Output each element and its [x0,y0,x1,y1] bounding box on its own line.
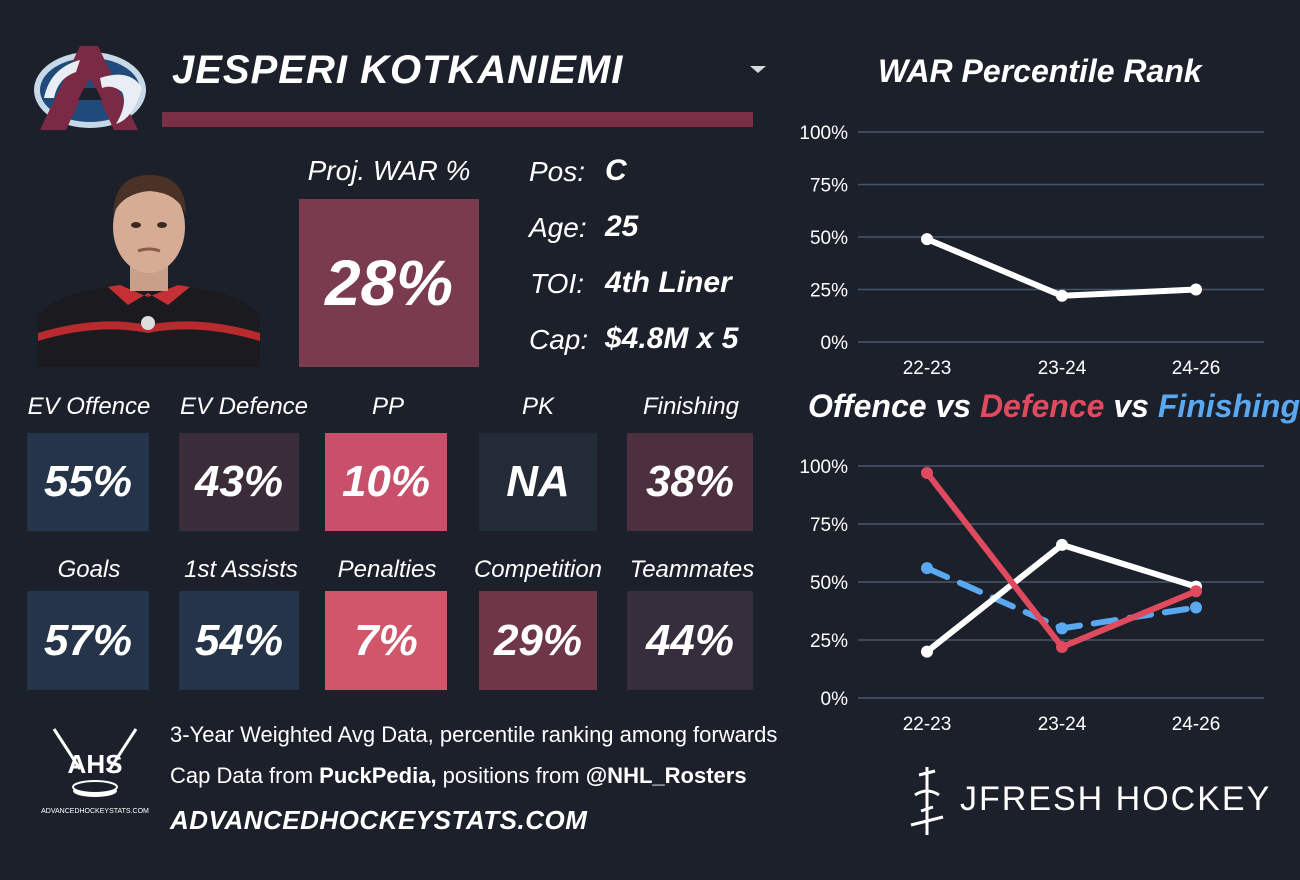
ev-offence-label: EV Offence [27,393,151,420]
ev-offence-value: 55% [27,433,149,531]
name-underline [162,112,753,127]
data-point [1190,601,1202,614]
pk-value: NA [479,433,597,531]
y-tick-label: 25% [810,631,848,652]
y-tick-label: 50% [810,573,848,594]
x-tick-label: 23-24 [1038,358,1087,379]
data-point [1056,622,1068,635]
footer-line1: 3-Year Weighted Avg Data, percentile ran… [170,722,778,747]
y-tick-label: 50% [810,228,848,249]
chart2-title-defence: Defence [979,388,1105,424]
competition-label: Competition [473,556,603,583]
cap-label: Cap: [529,324,589,355]
competition-value: 29% [479,591,597,690]
y-tick-label: 75% [810,176,848,197]
ahs-logo-text: AHS [68,749,123,779]
y-tick-label: 0% [821,689,849,710]
jfresh-brand: JFRESH HOCKEY [960,780,1272,818]
series-line-0 [924,236,1199,299]
finishing-value: 38% [627,433,753,531]
footer-url-link[interactable]: ADVANCEDHOCKEYSTATS.COM [170,805,588,835]
x-tick-label: 22-23 [903,358,952,379]
teammates-value: 44% [627,591,753,690]
teammates-label: Teammates [629,556,755,583]
chart1-title: WAR Percentile Rank [878,53,1202,89]
ev-defence-value: 43% [179,433,299,531]
data-point [1056,640,1068,653]
toi-value: 4th Liner [605,266,732,299]
x-tick-label: 24-26 [1172,358,1221,379]
x-tick-label: 23-24 [1038,714,1087,735]
toi-label: TOI: [530,268,584,299]
proj-war-value: 28% [299,199,479,367]
finishing-label: Finishing [642,393,740,420]
age-label: Age: [529,212,587,243]
data-point [921,233,933,246]
player-name: JESPERI KOTKANIEMI [172,48,624,92]
chart2-title-finishing: Finishing [1157,388,1300,424]
offence-defence-finishing-chart: 100% 75% 50% 25% 0% 22-23 23-24 24-26 [799,457,1264,735]
age-value: 25 [605,210,639,243]
x-tick-label: 24-26 [1172,714,1221,735]
chart2-title: Offence vs Defence vs Finishing [808,388,1300,424]
data-point [1056,538,1068,551]
pp-label: PP [371,393,404,420]
pk-label: PK [521,393,554,420]
ahs-small-text: ADVANCEDHOCKEYSTATS.COM [41,808,149,815]
y-tick-label: 25% [810,281,848,302]
pp-value: 10% [325,433,447,531]
y-tick-label: 100% [799,123,848,144]
chart2-title-offence: Offence [808,388,927,424]
ev-defence-label: EV Defence [179,393,309,420]
jfresh-logo-icon [910,767,944,835]
y-tick-label: 0% [821,333,849,354]
data-point [921,466,933,479]
ahs-logo: AHS [52,728,138,797]
data-point [1056,289,1068,302]
player-photo [38,175,260,367]
data-point [1190,283,1202,296]
data-point [1190,585,1202,598]
penalties-label: Penalties [337,556,437,583]
proj-war-label: Proj. WAR % [307,155,471,186]
pos-label: Pos: [529,156,586,187]
war-percentile-chart: 100% 75% 50% 25% 0% 22-23 23-24 24-26 [799,123,1264,379]
first-assists-value: 54% [179,591,299,690]
cap-value: $4.8M x 5 [605,322,739,355]
y-tick-label: 100% [799,457,848,478]
first-assists-label: 1st Assists [184,556,298,583]
data-point [921,645,933,658]
chevron-down-icon[interactable] [750,66,766,73]
footer-line2: Cap Data from PuckPedia, positions from … [170,763,747,788]
y-tick-label: 75% [810,515,848,536]
team-logo [34,46,146,130]
pos-value: C [605,154,627,187]
goals-value: 57% [27,591,149,690]
series-line-1 [924,541,1199,655]
goals-label: Goals [57,556,121,583]
x-tick-label: 22-23 [903,714,952,735]
data-point [921,562,933,575]
penalties-value: 7% [325,591,447,690]
